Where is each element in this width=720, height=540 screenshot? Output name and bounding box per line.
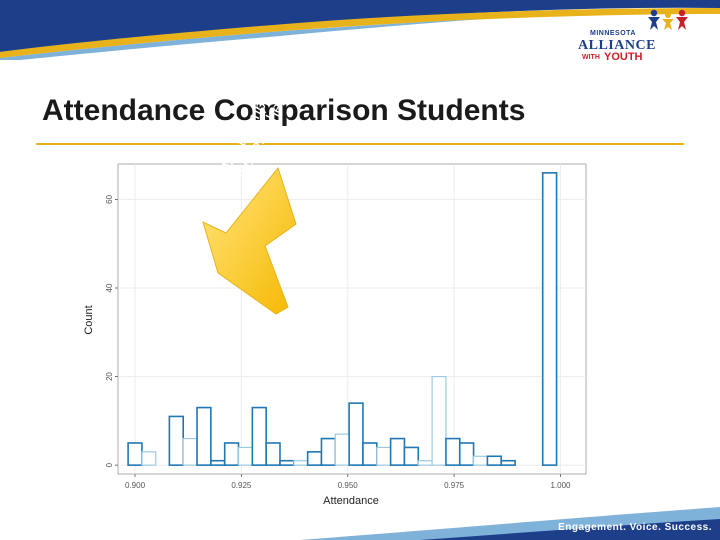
histogram-bar bbox=[306, 451, 323, 466]
histogram-bars bbox=[127, 172, 558, 466]
histogram-bar bbox=[223, 442, 240, 466]
x-axis-label: Attendance bbox=[323, 495, 379, 507]
histogram-bar bbox=[265, 442, 281, 466]
histogram-bar bbox=[362, 442, 378, 466]
slide-title: Attendance Comparison Students bbox=[42, 94, 526, 127]
histogram-bar bbox=[458, 442, 475, 466]
histogram-bar bbox=[500, 459, 516, 466]
histogram-bar bbox=[389, 437, 406, 466]
logo-line-minnesota: MINNESOTA bbox=[590, 30, 636, 37]
histogram-bar bbox=[251, 406, 267, 466]
footer-tagline: Engagement. Voice. Success. bbox=[558, 522, 712, 533]
x-axis-ticks: 0.900 0.925 0.950 0.975 1.000 bbox=[125, 474, 571, 490]
histogram-bar bbox=[348, 402, 364, 466]
minnesota-alliance-with-youth-logo: MINNESOTA ALLIANCE WITH YOUTH bbox=[572, 8, 712, 66]
y-axis-ticks: 0 20 40 60 bbox=[105, 194, 118, 467]
top-decorative-band bbox=[0, 0, 720, 60]
logo-line-alliance: ALLIANCE bbox=[578, 38, 656, 53]
x-tick-label: 0.950 bbox=[338, 481, 359, 490]
histogram-bar bbox=[279, 459, 295, 466]
title-underline bbox=[36, 143, 684, 145]
histogram-bar bbox=[168, 415, 185, 466]
histogram-bar bbox=[445, 437, 461, 466]
histogram-bar bbox=[141, 451, 157, 466]
attendance-histogram: 0 20 40 60 0.900 0.925 0.950 0.975 1.000 Attend… bbox=[83, 163, 587, 507]
histogram-bar bbox=[182, 437, 198, 466]
histogram-bar bbox=[334, 433, 350, 466]
people-figures-icon bbox=[648, 9, 688, 30]
histogram-bar bbox=[293, 460, 309, 466]
histogram-bar bbox=[237, 446, 253, 466]
logo-line-with: WITH bbox=[582, 54, 600, 61]
histogram-bar bbox=[472, 455, 489, 466]
bottom-decorative-band bbox=[300, 507, 720, 540]
x-tick-label: 0.900 bbox=[125, 481, 146, 490]
y-axis-label: Count bbox=[83, 305, 95, 334]
x-tick-label: 1.000 bbox=[550, 481, 571, 490]
histogram-bar bbox=[376, 446, 392, 466]
histogram-bar bbox=[541, 172, 558, 466]
histogram-bar bbox=[486, 455, 503, 466]
histogram-bar bbox=[417, 460, 433, 466]
x-tick-label: 0.975 bbox=[444, 481, 465, 490]
y-tick-label: 40 bbox=[105, 283, 114, 292]
histogram-bar bbox=[127, 442, 143, 466]
logo-line-youth: YOUTH bbox=[604, 51, 643, 63]
callout-arrow-shape bbox=[202, 166, 297, 315]
y-tick-label: 60 bbox=[105, 194, 114, 203]
histogram-bar bbox=[320, 437, 337, 466]
y-tick-label: 0 bbox=[105, 462, 114, 467]
histogram-bar bbox=[431, 375, 447, 466]
x-tick-label: 0.925 bbox=[231, 481, 252, 490]
y-tick-label: 20 bbox=[105, 372, 114, 381]
histogram-bar bbox=[196, 406, 212, 466]
histogram-bar bbox=[403, 446, 420, 466]
histogram-bar bbox=[210, 459, 226, 466]
